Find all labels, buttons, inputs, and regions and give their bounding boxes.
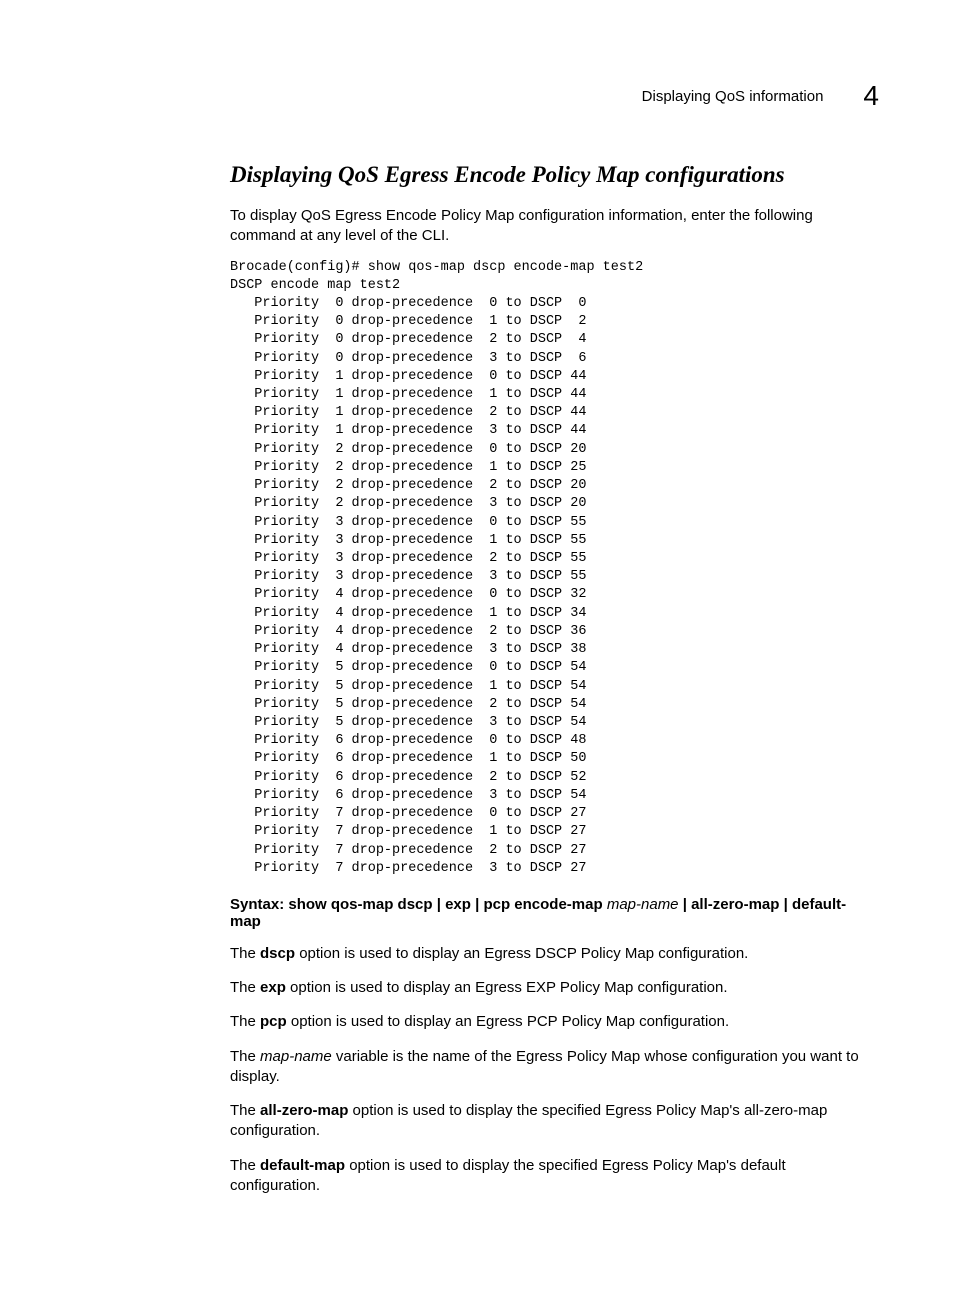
desc-pcp: The pcp option is used to display an Egr… (230, 1012, 874, 1032)
cli-output: Brocade(config)# show qos-map dscp encod… (230, 259, 874, 878)
desc-exp: The exp option is used to display an Egr… (230, 978, 874, 998)
text: The (230, 1157, 260, 1174)
option-dscp: dscp (260, 945, 295, 962)
desc-allzero: The all-zero-map option is used to displ… (230, 1101, 874, 1142)
option-all-zero-map: all-zero-map (260, 1102, 348, 1119)
text: The (230, 979, 260, 996)
text: The (230, 945, 260, 962)
text: option is used to display an Egress EXP … (286, 979, 728, 996)
var-map-name: map-name (260, 1048, 332, 1065)
option-pcp: pcp (260, 1013, 287, 1030)
chapter-number: 4 (863, 80, 879, 112)
option-default-map: default-map (260, 1157, 345, 1174)
desc-mapname: The map-name variable is the name of the… (230, 1047, 874, 1088)
syntax-cmd-a: show qos-map dscp | exp | pcp encode-map (288, 896, 602, 913)
text: option is used to display an Egress PCP … (287, 1013, 729, 1030)
text: The (230, 1048, 260, 1065)
header-title: Displaying QoS information (642, 88, 824, 105)
syntax-line: Syntax: show qos-map dscp | exp | pcp en… (230, 896, 874, 930)
option-exp: exp (260, 979, 286, 996)
page-header: Displaying QoS information 4 (60, 80, 894, 112)
content: Displaying QoS Egress Encode Policy Map … (230, 162, 874, 1196)
text: The (230, 1102, 260, 1119)
page: Displaying QoS information 4 Displaying … (0, 0, 954, 1290)
section-title: Displaying QoS Egress Encode Policy Map … (230, 162, 874, 188)
section-intro: To display QoS Egress Encode Policy Map … (230, 206, 874, 247)
syntax-var: map-name (607, 896, 679, 913)
text: The (230, 1013, 260, 1030)
desc-dscp: The dscp option is used to display an Eg… (230, 944, 874, 964)
syntax-label: Syntax: (230, 896, 284, 913)
desc-default: The default-map option is used to displa… (230, 1156, 874, 1197)
text: option is used to display an Egress DSCP… (295, 945, 748, 962)
